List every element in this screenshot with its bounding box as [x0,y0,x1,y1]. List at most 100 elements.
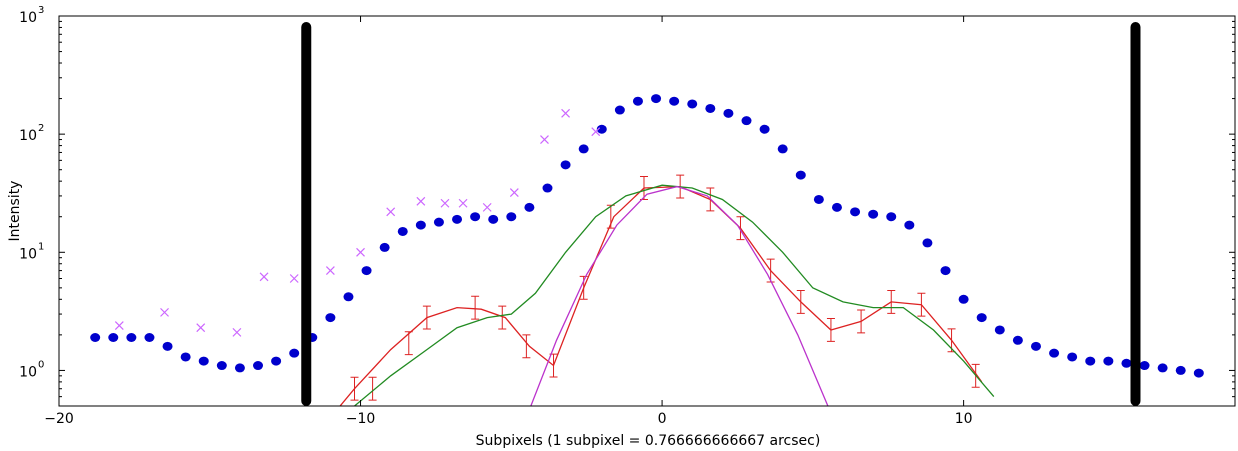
data-point [886,212,897,222]
data-point [433,217,444,227]
data-point [1139,361,1150,371]
data-point [506,212,517,222]
data-point [470,212,481,222]
vertical-bar [301,22,312,406]
data-point [687,99,698,109]
x-tick-label: −10 [346,411,376,427]
cross-marker [160,307,169,317]
x-axis-label: Subpixels (1 subpixel = 0.766666666667 a… [476,433,821,449]
data-point [904,220,915,230]
data-point [596,124,607,134]
error-bar [522,334,531,359]
error-bar [498,305,507,330]
x-tick-label: 0 [658,411,667,427]
data-point [542,183,553,193]
data-point [578,144,589,154]
y-axis-label: Intensity [7,181,23,242]
data-point [940,266,951,276]
data-point [452,214,463,224]
y-tick-label: 10 [19,10,37,26]
error-bar [314,421,322,444]
cross-marker [440,198,450,208]
error-bar [404,331,413,356]
series-line-red-curve [339,185,983,406]
data-point [361,266,372,276]
y-tick-exponent: 3 [38,5,44,16]
data-point [1121,358,1132,368]
data-point [1049,348,1060,358]
x-tick-label: 10 [955,411,973,427]
data-point [108,333,119,343]
data-point [289,348,300,358]
data-point [144,333,155,343]
data-point [614,105,625,115]
vertical-bar [1130,22,1141,406]
cross-marker [458,198,468,208]
data-point [795,170,806,180]
data-point [162,341,173,351]
data-point [343,292,354,302]
data-point [560,160,571,170]
cross-marker [289,274,299,283]
data-point [651,94,662,104]
cross-marker [509,188,519,198]
data-point [271,356,282,366]
data-point [741,116,752,126]
data-point [1193,368,1204,378]
data-point [705,103,716,113]
cross-marker [540,135,549,144]
data-point [415,220,426,230]
y-tick-exponent: 2 [38,123,44,134]
data-point [831,202,842,212]
y-tick-exponent: 1 [38,241,44,252]
data-point [1030,341,1041,351]
plot-area [90,22,1204,451]
data-point [234,363,245,373]
cross-marker [259,272,269,282]
cross-marker [561,108,571,118]
data-point [759,124,770,134]
data-point [379,242,390,252]
data-point [813,194,824,204]
cross-marker [482,202,492,212]
data-point [1175,365,1186,375]
cross-marker [232,327,242,337]
error-bar [284,447,292,451]
y-tick-label: 10 [19,128,37,144]
data-point [325,313,336,323]
data-point [397,226,408,236]
data-point [1085,356,1096,366]
data-point [958,294,969,304]
y-tick-label: 10 [19,364,37,380]
data-point [90,333,101,343]
data-point [1067,352,1078,362]
cross-marker [416,196,426,206]
plot-frame [58,15,1236,407]
cross-marker [114,321,124,330]
data-point [850,207,861,217]
x-tick-label: −20 [44,411,74,427]
data-point [126,333,137,343]
data-point [198,356,209,366]
error-bar [471,295,480,320]
cross-marker [591,127,601,137]
data-point [669,96,680,106]
y-tick-exponent: 0 [38,359,44,370]
data-point [1157,363,1168,373]
data-point [180,352,191,362]
data-point [777,144,788,154]
data-point [632,96,643,106]
data-point [488,214,499,224]
data-point [868,209,879,219]
error-bar [368,376,377,401]
cross-marker [386,207,396,217]
y-tick-label: 10 [19,246,37,262]
data-point [976,313,987,323]
cross-marker [196,323,206,333]
cross-marker [325,266,335,276]
data-point [253,361,264,371]
data-point [723,108,734,118]
cross-marker [356,247,365,257]
